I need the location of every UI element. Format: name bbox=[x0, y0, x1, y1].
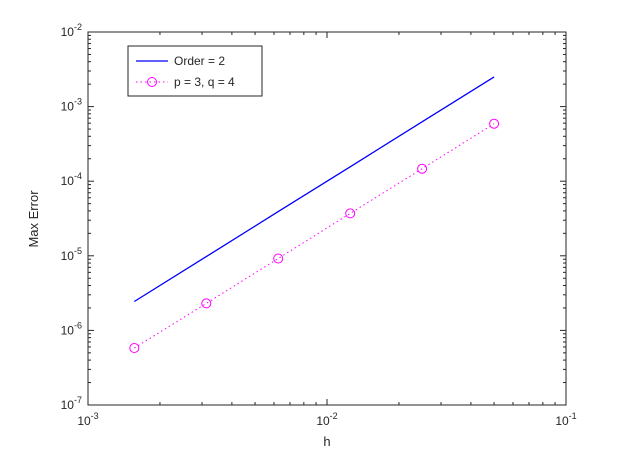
series-marker-1 bbox=[201, 298, 212, 309]
legend-box bbox=[127, 45, 263, 97]
x-tick-label: 10-2 bbox=[316, 411, 337, 428]
series-marker-1 bbox=[129, 343, 140, 353]
x-tick-label: 10-1 bbox=[555, 411, 576, 428]
legend: Order = 2 p = 3, q = 4 bbox=[127, 45, 263, 97]
y-tick-label: 10-7 bbox=[61, 395, 82, 412]
series-layer bbox=[129, 76, 500, 353]
x-axis-label: h bbox=[323, 434, 330, 449]
series-line-0 bbox=[133, 76, 495, 303]
legend-label-1: p = 3, q = 4 bbox=[174, 75, 235, 89]
series-marker-1 bbox=[489, 118, 500, 129]
series-line-1 bbox=[134, 123, 495, 349]
y-tick-label: 10-5 bbox=[61, 246, 82, 263]
x-tick-label: 10-3 bbox=[77, 411, 98, 428]
y-tick-label: 10-4 bbox=[61, 171, 82, 188]
series-marker-1 bbox=[345, 208, 356, 219]
series-marker-1 bbox=[273, 253, 284, 264]
y-tick-label: 10-3 bbox=[61, 97, 82, 114]
series-marker-1 bbox=[417, 163, 428, 174]
ticks-layer: 10-3 10-2 10-1 10-7 10-6 10-5 10-4 10-3 10-2 bbox=[61, 22, 577, 428]
y-tick-label: 10-6 bbox=[61, 320, 82, 337]
y-tick-label: 10-2 bbox=[61, 22, 82, 39]
y-axis-label: Max Error bbox=[26, 190, 41, 248]
legend-sample-marker-1 bbox=[147, 77, 157, 87]
legend-label-0: Order = 2 bbox=[174, 54, 225, 68]
